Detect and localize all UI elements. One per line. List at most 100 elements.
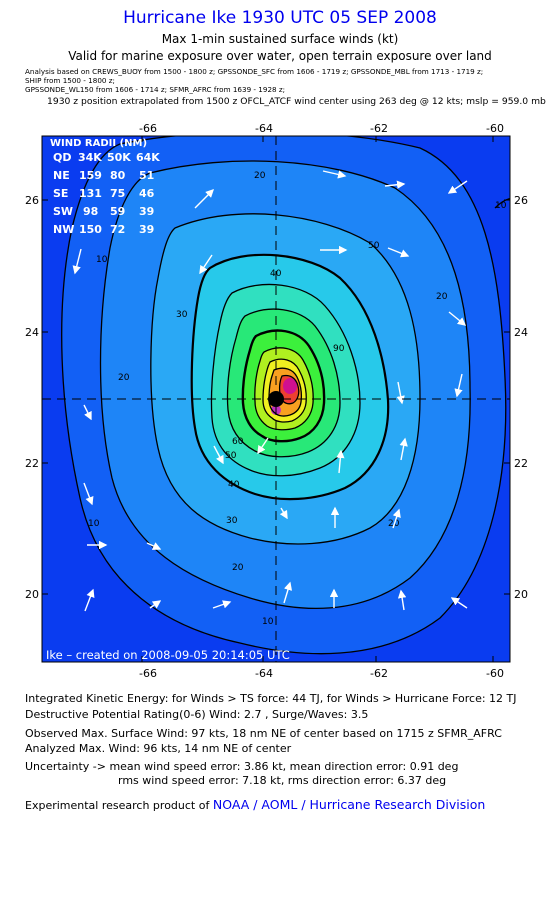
wind-vector xyxy=(199,254,213,275)
contour-label-50-north: 50 xyxy=(368,241,380,251)
wind-vector xyxy=(194,189,214,209)
lon-tick-top: -62 xyxy=(370,122,388,135)
uncertainty-mean: Uncertainty -> mean wind speed error: 3.… xyxy=(25,760,459,773)
lon-tick-bottom: -66 xyxy=(139,667,157,678)
wind-radii-value: 39 xyxy=(139,205,154,218)
wind-vector xyxy=(83,482,94,506)
max-wind-core-ne xyxy=(283,378,297,394)
contour-line-60 xyxy=(226,308,341,458)
observed-max-wind: Observed Max. Surface Wind: 97 kts, 18 n… xyxy=(25,727,502,740)
wind-vector xyxy=(322,170,347,179)
contour-line-50 xyxy=(210,283,361,477)
lat-tick-right: 24 xyxy=(514,326,528,339)
destructive-potential: Destructive Potential Rating(0-6) Wind: … xyxy=(25,708,369,721)
contour-lines xyxy=(61,136,507,655)
uncertainty-rms: rms wind speed error: 7.18 kt, rms direc… xyxy=(118,774,447,787)
wind-radii-value: 46 xyxy=(139,187,155,200)
wind-vector xyxy=(213,445,224,465)
contour-label-60: 60 xyxy=(232,437,244,447)
wind-radii-value: 39 xyxy=(139,223,154,236)
lon-tick-top: -66 xyxy=(139,122,157,135)
lat-tick-left: 20 xyxy=(25,588,39,601)
wind-radii-title: WIND RADII (NM) xyxy=(50,138,147,149)
wind-radii-quadrant: NE xyxy=(53,169,70,182)
wind-radii-header-50k: 50K xyxy=(107,151,131,164)
contour-label-10-east: 10 xyxy=(495,201,507,211)
wind-radii-value: 131 xyxy=(79,187,102,200)
lon-tick-top: -64 xyxy=(255,122,273,135)
position-note: 1930 z position extrapolated from 1500 z… xyxy=(47,96,546,107)
contour-line-30 xyxy=(150,213,421,545)
lon-tick-bottom: -60 xyxy=(486,667,504,678)
page-title: Hurricane Ike 1930 UTC 05 SEP 2008 xyxy=(123,8,437,28)
wind-vector xyxy=(448,311,467,326)
wind-vector xyxy=(283,581,293,604)
wind-vector xyxy=(336,449,345,474)
wind-vector xyxy=(454,373,463,398)
lon-tick-top: -60 xyxy=(486,122,504,135)
map-ticks xyxy=(42,136,510,662)
wind-radii-quadrant: SE xyxy=(53,187,68,200)
analysis-line-1: Analysis based on CREWS_BUOY from 1500 -… xyxy=(25,67,484,76)
contour-label-10-west: 10 xyxy=(88,519,100,529)
wind-vector xyxy=(396,381,405,405)
wind-radii-value: 80 xyxy=(110,169,126,182)
subtitle: Max 1-min sustained surface winds (kt) xyxy=(161,32,399,46)
analysis-line-3: GPSSONDE_WL150 from 1606 - 1714 z; SFMR_… xyxy=(25,85,286,94)
ike-summary: Integrated Kinetic Energy: for Winds > T… xyxy=(25,692,517,705)
analyzed-max-wind: Analyzed Max. Wind: 96 kts, 14 nm NE of … xyxy=(25,742,292,755)
contour-line-10 xyxy=(61,136,507,655)
contour-line-95 xyxy=(278,374,300,405)
hrd-link[interactable]: NOAA / AOML / Hurricane Research Divisio… xyxy=(212,797,486,812)
storm-center-marker xyxy=(268,391,284,407)
footer-credit: Experimental research product of NOAA / … xyxy=(25,797,485,812)
lon-tick-bottom: -64 xyxy=(255,667,273,678)
contour-label-30: 30 xyxy=(226,516,238,526)
wind-radii-value: 72 xyxy=(110,223,125,236)
contour-line-40 xyxy=(190,253,390,501)
creation-stamp: Ike – created on 2008-09-05 20:14:05 UTC xyxy=(46,648,290,662)
wind-contours: 10 10 10 10 20 20 20 20 20 30 30 40 40 5… xyxy=(42,136,510,662)
footer-prefix: Experimental research product of xyxy=(25,799,213,812)
contour-label-20-east: 20 xyxy=(436,292,448,302)
wind-vector xyxy=(84,588,95,612)
lat-tick-right: 22 xyxy=(514,457,528,470)
wind-radii-value: 159 xyxy=(79,169,102,182)
contour-label-20-north: 20 xyxy=(254,171,266,181)
lat-tick-right: 26 xyxy=(514,194,528,207)
wind-vector xyxy=(450,597,468,609)
lat-tick-right: 20 xyxy=(514,588,528,601)
lon-tick-bottom: -62 xyxy=(370,667,388,678)
lat-tick-left: 26 xyxy=(25,194,39,207)
wind-vector xyxy=(279,507,288,520)
contour-label-20: 20 xyxy=(232,563,244,573)
contour-label-50: 50 xyxy=(225,451,237,461)
lat-tick-left: 22 xyxy=(25,457,39,470)
wind-radii-value: 150 xyxy=(79,223,102,236)
contour-line-10-east xyxy=(494,197,510,209)
contour-label-40: 40 xyxy=(228,480,240,490)
wind-radii-table: WIND RADII (NM) QD 34K 50K 64K NE 159 80… xyxy=(50,138,160,236)
wind-vectors xyxy=(72,170,468,612)
wind-vector xyxy=(83,404,92,421)
map-frame xyxy=(41,135,511,663)
wind-vector xyxy=(72,248,82,275)
map-axis-labels: -66 -64 -62 -60 -66 -64 -62 -60 26 24 22… xyxy=(25,122,528,678)
wind-radii-quadrant: NW xyxy=(53,223,74,236)
wind-vector xyxy=(392,508,401,529)
validity-note: Valid for marine exposure over water, op… xyxy=(68,49,492,63)
analysis-line-2: SHIP from 1500 - 1800 z; xyxy=(25,76,115,85)
wind-vector xyxy=(257,437,269,455)
contour-line-70 xyxy=(241,329,326,443)
wind-radii-header-64k: 64K xyxy=(136,151,160,164)
contour-label-10-north: 10 xyxy=(96,255,108,265)
wind-vector xyxy=(212,600,232,609)
wind-vector xyxy=(399,437,408,461)
contour-line-85 xyxy=(262,358,307,423)
wind-radii-value: 51 xyxy=(139,169,154,182)
contour-label-20-west: 20 xyxy=(118,373,130,383)
wind-map: 10 10 10 10 20 20 20 20 20 30 30 40 40 5… xyxy=(25,122,528,678)
contour-label-10: 10 xyxy=(262,617,274,627)
wind-vector xyxy=(447,180,468,194)
wind-radii-value: 98 xyxy=(83,205,98,218)
